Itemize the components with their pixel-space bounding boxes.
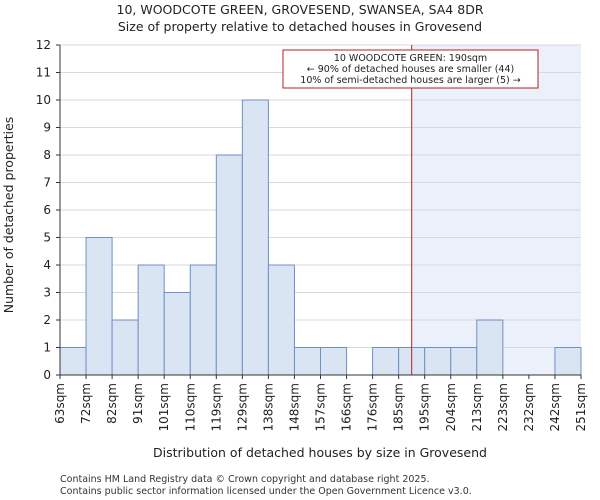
y-tick-label: 3 xyxy=(43,286,51,300)
bar xyxy=(320,347,348,376)
bar xyxy=(372,347,400,376)
y-tick-label: 5 xyxy=(43,231,51,245)
y-tick-label: 10 xyxy=(36,93,51,107)
x-tick-label: 176sqm xyxy=(366,383,380,431)
y-tick-label: 11 xyxy=(36,66,51,80)
x-tick-label: 101sqm xyxy=(157,383,171,431)
y-tick-label: 7 xyxy=(43,176,51,190)
y-tick-label: 1 xyxy=(43,341,51,355)
bar xyxy=(293,347,322,376)
x-tick-label: 119sqm xyxy=(209,383,223,431)
x-tick-label: 213sqm xyxy=(470,383,484,431)
x-axis-label: Distribution of detached houses by size … xyxy=(153,445,487,460)
footer-line-1: Contains HM Land Registry data © Crown c… xyxy=(60,474,430,485)
y-tick-label: 9 xyxy=(43,121,51,135)
y-tick-label: 4 xyxy=(43,258,51,272)
x-tick-label: 91sqm xyxy=(131,383,145,424)
bar xyxy=(59,347,87,376)
bar xyxy=(85,237,113,376)
bar xyxy=(163,292,191,376)
x-tick-label: 148sqm xyxy=(287,383,301,431)
x-tick-label: 63sqm xyxy=(53,383,67,424)
bar xyxy=(267,264,295,376)
x-tick-label: 129sqm xyxy=(235,383,249,431)
annotation-larger: 10% of semi-detached houses are larger (… xyxy=(300,75,520,86)
x-tick-label: 185sqm xyxy=(392,383,406,431)
bar xyxy=(111,319,139,376)
y-axis-label: Number of detached properties xyxy=(1,117,16,314)
x-tick-label: 195sqm xyxy=(418,383,432,431)
x-tick-label: 166sqm xyxy=(340,383,354,431)
x-tick-label: 138sqm xyxy=(261,383,275,431)
annotation-title: 10 WOODCOTE GREEN: 190sqm xyxy=(334,53,487,64)
x-tick-label: 223sqm xyxy=(496,383,510,431)
annotation-box xyxy=(282,49,539,89)
y-tick-label: 8 xyxy=(43,148,51,162)
chart-subtitle: Size of property relative to detached ho… xyxy=(118,19,482,34)
bar xyxy=(424,347,452,376)
x-tick-label: 242sqm xyxy=(548,383,562,431)
bar xyxy=(137,264,165,376)
x-tick-label: 204sqm xyxy=(444,383,458,431)
x-tick-label: 110sqm xyxy=(183,383,197,431)
y-tick-label: 0 xyxy=(43,368,51,382)
x-tick-label: 232sqm xyxy=(522,383,536,431)
annotation-smaller: ← 90% of detached houses are smaller (44… xyxy=(307,64,514,75)
y-tick-label: 12 xyxy=(36,38,51,52)
chart-title: 10, WOODCOTE GREEN, GROVESEND, SWANSEA, … xyxy=(117,2,484,17)
bar xyxy=(450,347,478,376)
x-tick-label: 82sqm xyxy=(105,383,119,424)
x-tick-label: 157sqm xyxy=(314,383,328,431)
x-tick-label: 72sqm xyxy=(79,383,93,424)
bar xyxy=(189,264,217,376)
y-tick-label: 2 xyxy=(43,313,51,327)
footer-line-2: Contains public sector information licen… xyxy=(60,486,472,497)
bar xyxy=(241,99,269,376)
bar xyxy=(476,319,504,376)
bar xyxy=(554,347,582,376)
x-tick-label: 251sqm xyxy=(574,383,588,431)
y-tick-label: 6 xyxy=(43,203,51,217)
bar xyxy=(215,154,243,376)
